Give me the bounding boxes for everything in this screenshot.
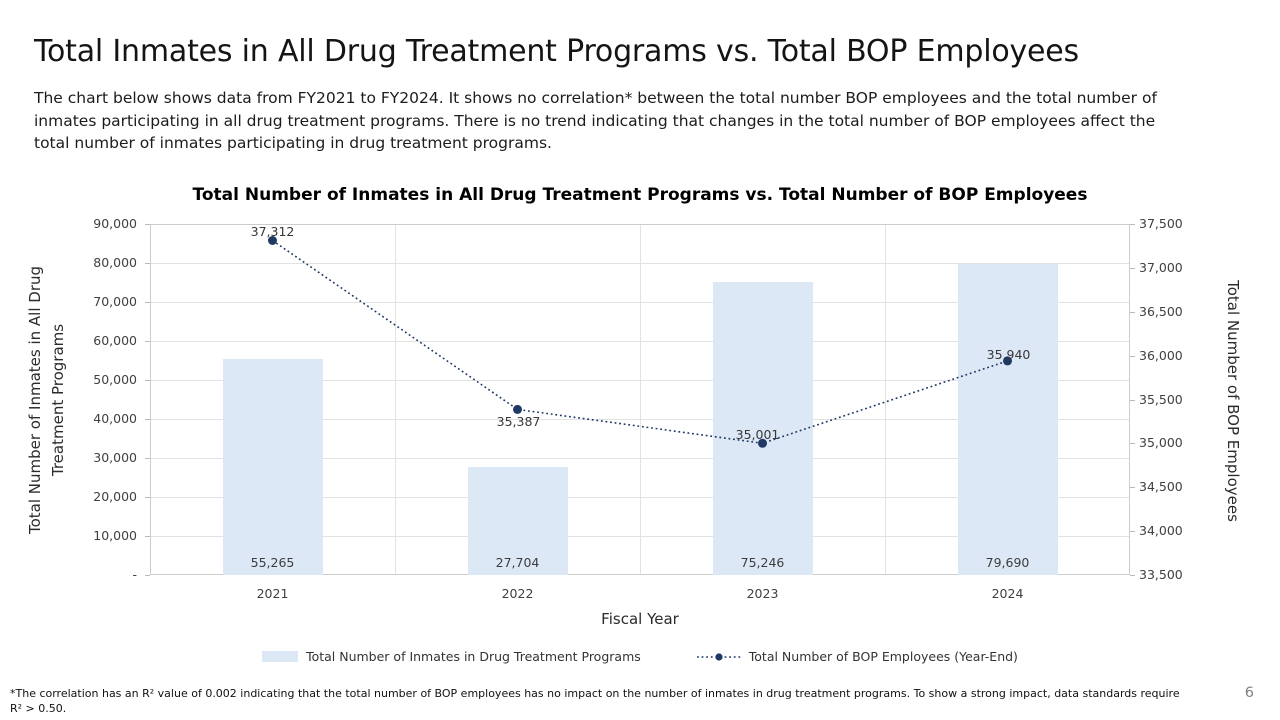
right-axis-tick <box>1130 267 1135 269</box>
bar-value-label: 27,704 <box>495 555 540 570</box>
right-axis-tick <box>1130 443 1135 445</box>
bar-2022 <box>467 466 568 575</box>
left-axis-tick-label: 40,000 <box>93 411 137 426</box>
bar-value-label: 55,265 <box>250 555 295 570</box>
right-axis-tick-label: 35,000 <box>1139 435 1183 451</box>
right-axis-tick-label: 33,500 <box>1139 567 1183 582</box>
right-axis-tick-label: 34,500 <box>1139 479 1183 495</box>
bar-value-label: 75,246 <box>740 555 785 570</box>
right-axis-tick-label: 37,500 <box>1139 216 1183 231</box>
page-subtitle: The chart below shows data from FY2021 t… <box>34 89 1157 152</box>
left-axis-tick <box>145 419 150 420</box>
plot-border <box>150 224 1130 575</box>
x-axis-category-label: 2022 <box>501 586 534 601</box>
legend-label-inmates: Total Number of Inmates in Drug Treatmen… <box>306 649 641 664</box>
right-axis-title: Total Number of BOP Employees <box>1224 280 1242 522</box>
left-axis-tick-label: 90,000 <box>93 216 137 231</box>
left-axis-tick-label: 60,000 <box>93 333 137 348</box>
line-point-label: 35,387 <box>496 414 541 430</box>
left-axis-tick-label: 80,000 <box>93 255 137 270</box>
left-axis-tick-label: 50,000 <box>93 372 137 387</box>
left-axis-tick-label: 10,000 <box>93 528 137 543</box>
legend-label-bop: Total Number of BOP Employees (Year-End) <box>748 649 1018 664</box>
bar-2024 <box>957 264 1058 575</box>
x-axis-title: Fiscal Year <box>601 610 679 628</box>
left-axis-tick-label: - <box>132 567 137 582</box>
line-point-label: 35,001 <box>735 427 780 443</box>
right-axis-tick-label: 35,500 <box>1139 391 1183 407</box>
left-axis-title: Total Number of Inmates in All Drug Trea… <box>26 265 67 535</box>
right-axis-tick-label: 36,500 <box>1139 303 1183 319</box>
left-axis-tick <box>145 458 150 459</box>
bar-2021 <box>222 359 323 575</box>
left-axis-tick-label: 20,000 <box>93 489 137 504</box>
dotted-line-marker-icon <box>696 651 741 663</box>
footnote: *The correlation has an R² value of 0.00… <box>10 687 1180 715</box>
right-axis-tick <box>1130 487 1135 489</box>
legend-item-inmates-bars: Total Number of Inmates in Drug Treatmen… <box>262 649 641 664</box>
right-axis-tick-label: 34,000 <box>1139 523 1183 539</box>
left-axis-tick <box>145 497 150 498</box>
right-axis-tick <box>1130 311 1135 313</box>
page-title: Total Inmates in All Drug Treatment Prog… <box>34 34 1079 69</box>
line-point-label: 35,940 <box>986 346 1031 362</box>
bar-value-label: 79,690 <box>985 555 1030 570</box>
right-axis-tick <box>1130 224 1135 225</box>
page-number: 6 <box>1244 685 1254 701</box>
left-axis-tick <box>145 341 150 342</box>
x-axis-category-label: 2024 <box>991 586 1024 601</box>
left-axis-tick <box>145 302 150 303</box>
x-axis-category-label: 2023 <box>746 586 779 601</box>
x-axis-category-label: 2021 <box>256 586 289 601</box>
left-axis-tick-label: 30,000 <box>93 450 137 465</box>
bar-series-swatch <box>262 651 299 662</box>
left-axis-tick <box>145 224 150 225</box>
chart-title: Total Number of Inmates in All Drug Trea… <box>192 185 1088 205</box>
line-point-label: 37,312 <box>250 224 295 240</box>
right-axis-tick <box>1130 355 1135 357</box>
right-axis-tick <box>1130 399 1135 401</box>
left-axis-tick <box>145 380 150 381</box>
left-axis-tick <box>145 263 150 264</box>
legend-item-bop-line: Total Number of BOP Employees (Year-End) <box>696 649 1018 664</box>
left-axis-tick <box>145 575 150 576</box>
right-axis-tick <box>1130 575 1135 576</box>
left-axis-tick <box>145 536 150 537</box>
right-axis-tick-label: 36,000 <box>1139 347 1183 363</box>
left-axis-tick-label: 70,000 <box>93 294 137 309</box>
legend: Total Number of Inmates in Drug Treatmen… <box>0 649 1280 664</box>
right-axis-tick-label: 37,000 <box>1139 259 1183 275</box>
right-axis-tick <box>1130 531 1135 533</box>
